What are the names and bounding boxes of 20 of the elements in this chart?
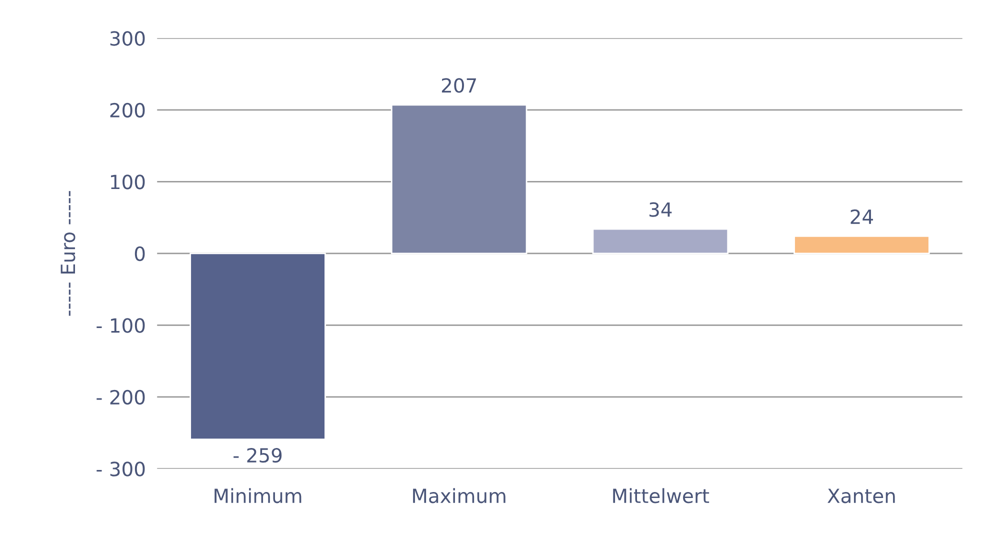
x-tick-label: Minimum — [214, 488, 302, 504]
bar — [592, 228, 729, 254]
data-label: 24 — [850, 209, 873, 224]
x-tick-label: Mittelwert — [613, 488, 710, 504]
y-tick-label: 300 — [110, 31, 145, 46]
y-tick-label: - 200 — [96, 390, 145, 405]
x-tick-label: Xanten — [828, 488, 895, 504]
y-tick-label: 100 — [111, 174, 145, 190]
y-tick-label: 0 — [134, 246, 145, 262]
data-label: - 259 — [234, 448, 282, 463]
y-tick-label: - 300 — [96, 462, 145, 476]
bar — [190, 252, 326, 440]
bar — [794, 236, 930, 254]
y-tick-label: 200 — [110, 102, 145, 118]
data-label: 207 — [442, 78, 476, 93]
y-axis-title: ----- Euro ----- — [60, 191, 76, 316]
bar — [390, 104, 528, 254]
data-label: 34 — [650, 202, 672, 217]
y-tick-label: - 100 — [96, 318, 145, 333]
x-tick-label: Maximum — [413, 488, 506, 504]
